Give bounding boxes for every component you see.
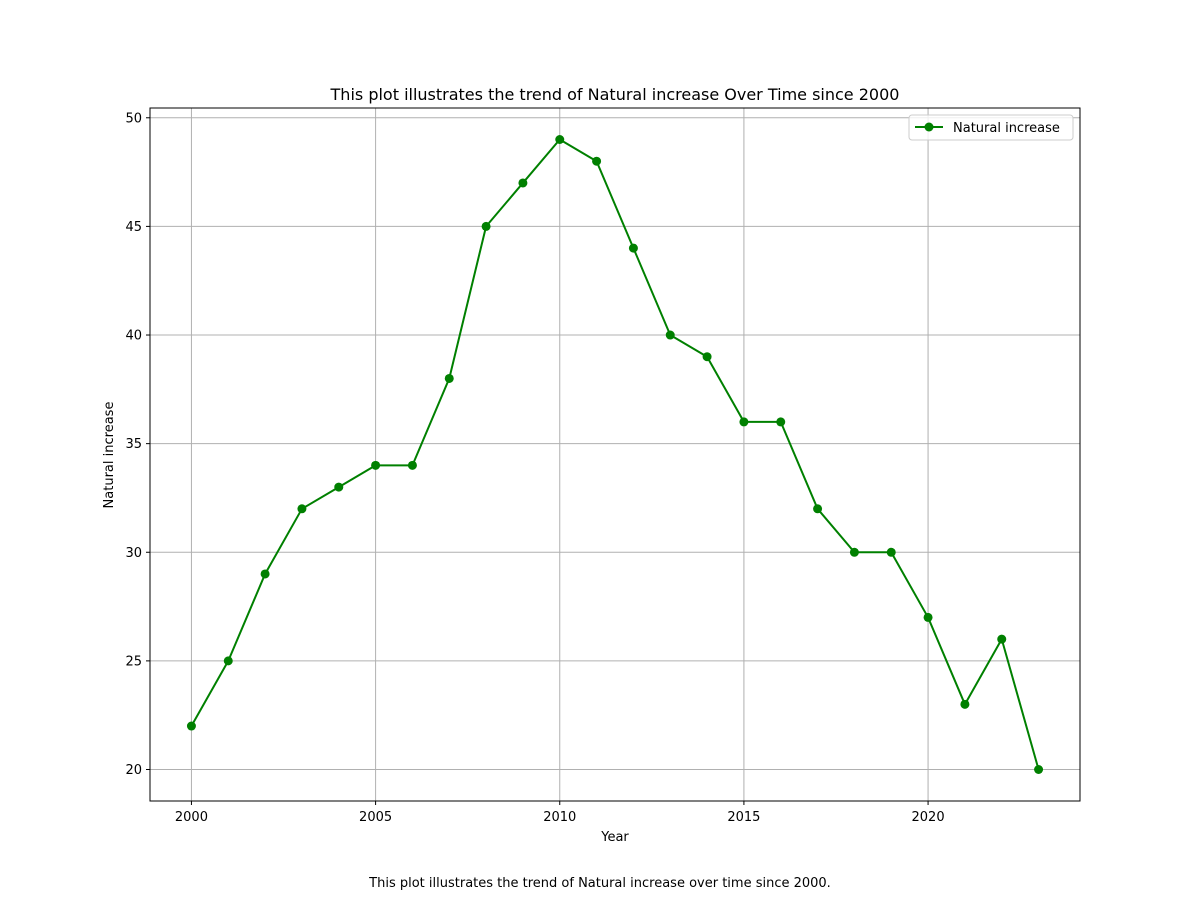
y-tick-label: 30 — [125, 546, 142, 561]
data-point — [776, 417, 786, 427]
y-tick-label: 20 — [125, 763, 142, 778]
data-point — [444, 373, 454, 383]
data-point — [960, 699, 970, 709]
data-point — [665, 330, 675, 340]
data-point — [628, 243, 638, 253]
data-point — [555, 135, 565, 144]
data-point — [260, 569, 270, 579]
x-tick-label: 2010 — [543, 810, 576, 825]
chart-title: This plot illustrates the trend of Natur… — [330, 85, 900, 104]
data-point — [334, 482, 344, 492]
x-tick-label: 2020 — [912, 810, 945, 825]
series-layer — [186, 135, 1044, 774]
data-point — [407, 460, 417, 470]
grid-lines — [150, 108, 1080, 801]
data-point — [739, 417, 749, 427]
plot-frame — [149, 107, 1081, 802]
data-point — [923, 612, 933, 622]
y-tick-label: 25 — [125, 654, 142, 669]
data-point — [297, 504, 307, 514]
data-point — [592, 156, 602, 166]
data-point — [518, 178, 528, 188]
data-point — [223, 656, 233, 666]
data-point — [702, 352, 712, 362]
data-point — [1034, 765, 1044, 774]
legend-marker-swatch — [924, 122, 934, 132]
x-tick-label: 2015 — [727, 810, 760, 825]
x-tick-label: 2000 — [175, 810, 208, 825]
data-point — [481, 221, 491, 231]
y-tick-label: 35 — [125, 437, 142, 452]
data-point — [813, 504, 823, 514]
legend-label: Natural increase — [953, 121, 1060, 136]
x-axis-label: Year — [600, 830, 629, 845]
data-point — [886, 547, 896, 557]
y-tick-label: 50 — [125, 111, 142, 126]
series-line — [190, 138, 1040, 770]
x-tick-label: 2005 — [359, 810, 392, 825]
data-point — [849, 547, 859, 557]
y-tick-label: 40 — [125, 329, 142, 344]
y-tick-label: 45 — [125, 220, 142, 235]
legend-box — [908, 114, 1074, 141]
data-point — [997, 634, 1007, 644]
y-axis-label: Natural increase — [102, 402, 117, 509]
figure-caption: This plot illustrates the trend of Natur… — [369, 876, 831, 891]
data-point — [186, 721, 196, 731]
data-point — [371, 460, 381, 470]
legend: Natural increase — [908, 114, 1074, 141]
